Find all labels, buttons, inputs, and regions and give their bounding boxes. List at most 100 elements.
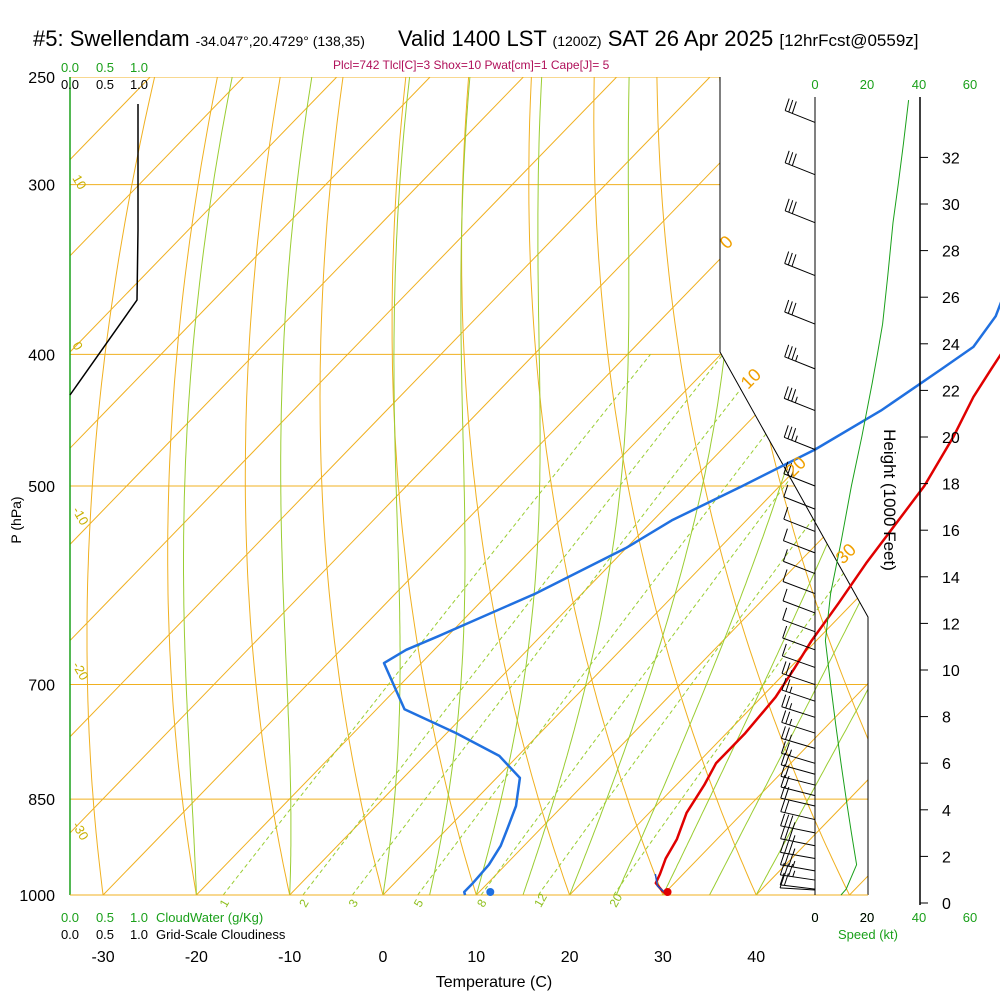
wind-barb bbox=[783, 484, 816, 510]
wind-barb bbox=[782, 625, 816, 651]
height-tick-label: 20 bbox=[942, 430, 960, 447]
y-axis-label: P (hPa) bbox=[8, 496, 24, 543]
pressure-tick-label: 300 bbox=[28, 178, 55, 195]
chart-grid bbox=[69, 77, 869, 896]
speed-tick-bottom: 0 bbox=[811, 910, 818, 925]
valid-date: SAT 26 Apr 2025 bbox=[607, 26, 774, 51]
wind-speed-line bbox=[824, 100, 910, 896]
cloudiness-tick-bottom: 1.0 bbox=[130, 927, 148, 942]
isotherm bbox=[662, 77, 868, 895]
height-tick-label: 8 bbox=[942, 710, 951, 727]
wind-barb bbox=[783, 425, 816, 450]
height-tick-label: 14 bbox=[942, 570, 960, 587]
wind-barb bbox=[779, 852, 816, 872]
x-tick-label: -20 bbox=[185, 949, 208, 966]
wind-barb bbox=[781, 643, 816, 668]
speed-tick-top: 60 bbox=[963, 77, 977, 92]
mixing-ratio-line bbox=[302, 353, 724, 895]
mixing-ratio-label: 3 bbox=[346, 897, 362, 910]
x-tick-label: -10 bbox=[278, 949, 301, 966]
speed-tick-top: 20 bbox=[860, 77, 874, 92]
moist-adiabat bbox=[662, 77, 868, 895]
cloudwater-tick-top: 0.5 bbox=[96, 60, 114, 75]
moist-adiabat bbox=[183, 77, 233, 895]
x-tick-label: 20 bbox=[561, 949, 579, 966]
isotherm-label-left: 10 bbox=[69, 172, 89, 192]
wind-barb bbox=[783, 386, 816, 412]
speed-tick-top: 40 bbox=[912, 77, 926, 92]
wind-barb bbox=[783, 461, 816, 487]
dry-adiabat bbox=[86, 77, 156, 895]
sounding-stats: Plcl=742 Tlcl[C]=3 Shox=10 Pwat[cm]=1 Ca… bbox=[333, 58, 610, 72]
mixing-ratio-label: 12 bbox=[531, 891, 550, 910]
mixing-ratio-label: 20 bbox=[606, 891, 625, 910]
wind-barb bbox=[784, 98, 816, 123]
moist-adiabat bbox=[475, 77, 543, 895]
cloudiness-tick-bottom: 0.0 bbox=[61, 927, 79, 942]
height-tick-label: 10 bbox=[942, 663, 960, 680]
wind-barb bbox=[784, 150, 816, 176]
height-tick-label: 0 bbox=[942, 896, 951, 913]
mixing-ratio-label: 5 bbox=[411, 897, 427, 910]
dry-adiabat bbox=[391, 77, 477, 895]
station-name: #5: Swellendam bbox=[33, 26, 190, 51]
surface-dewpoint-marker bbox=[486, 888, 495, 896]
forecast-info: [12hrFcst@0559z] bbox=[779, 31, 919, 50]
valid-time: Valid 1400 LST (1200Z) SAT 26 Apr 2025 [… bbox=[398, 26, 919, 52]
valid-lst: Valid 1400 LST bbox=[398, 26, 547, 51]
wind-barb bbox=[779, 875, 816, 891]
wind-barb bbox=[780, 752, 816, 775]
isotherm-label-left: 0 bbox=[69, 339, 86, 353]
height-tick-label: 4 bbox=[942, 803, 951, 820]
moist-adiabat bbox=[280, 77, 313, 895]
speed-tick-bottom: 20 bbox=[860, 910, 874, 925]
speed-tick-top: 0 bbox=[811, 77, 818, 92]
isotherm bbox=[289, 77, 868, 895]
clipped-grid bbox=[70, 77, 868, 895]
isotherm bbox=[70, 77, 618, 895]
height-tick-label: 22 bbox=[942, 383, 960, 400]
cloudwater-tick-bottom: 0.5 bbox=[96, 910, 114, 925]
cloudiness-tick-top: 0.0 bbox=[61, 77, 79, 92]
pressure-tick-label: 700 bbox=[28, 678, 55, 695]
speed-tick-black: 20 bbox=[860, 910, 874, 925]
height-tick-label: 30 bbox=[942, 197, 960, 214]
chart-series bbox=[382, 301, 1000, 896]
pressure-tick-label: 500 bbox=[28, 479, 55, 496]
height-tick-label: 2 bbox=[942, 849, 951, 866]
height-tick-label: 24 bbox=[942, 337, 960, 354]
cloudiness-line bbox=[69, 104, 139, 396]
temperature-line bbox=[654, 353, 1000, 896]
isotherm bbox=[70, 77, 244, 895]
isotherm-label-right: 20 bbox=[782, 453, 810, 481]
mixing-ratio-line bbox=[417, 353, 828, 895]
wind-barb bbox=[779, 862, 816, 881]
dry-adiabat bbox=[844, 77, 868, 895]
isotherm bbox=[475, 77, 868, 895]
station-coords: -34.047°,20.4729° (138,35) bbox=[195, 33, 365, 49]
wind-barb bbox=[784, 251, 816, 277]
height-tick-label: 32 bbox=[942, 150, 960, 167]
speed-label: Speed (kt) bbox=[838, 927, 898, 942]
wind-barb bbox=[781, 677, 816, 702]
surface-temperature-marker bbox=[663, 888, 672, 896]
wind-barb bbox=[779, 840, 816, 859]
dewpoint-line bbox=[382, 301, 1000, 896]
mixing-ratio-line bbox=[351, 353, 769, 895]
wind-barb bbox=[781, 710, 816, 734]
moist-adiabat bbox=[522, 77, 630, 895]
isotherm bbox=[70, 77, 524, 895]
moist-adiabat bbox=[382, 77, 411, 895]
isotherm bbox=[382, 77, 868, 895]
cloudiness-tick-top: 1.0 bbox=[130, 77, 148, 92]
valid-zulu: (1200Z) bbox=[552, 33, 602, 49]
height-tick-label: 26 bbox=[942, 290, 960, 307]
x-tick-label: 40 bbox=[747, 949, 765, 966]
dry-adiabat bbox=[244, 77, 291, 895]
dry-adiabat bbox=[167, 77, 218, 895]
x-tick-label: 0 bbox=[379, 949, 388, 966]
cloudwater-tick-bottom: 0.0 bbox=[61, 910, 79, 925]
chart-labels: 1 2 3 5 8 12 20 02468101214161820222426283032-3… bbox=[8, 60, 977, 991]
mixing-ratio-line bbox=[222, 353, 651, 895]
